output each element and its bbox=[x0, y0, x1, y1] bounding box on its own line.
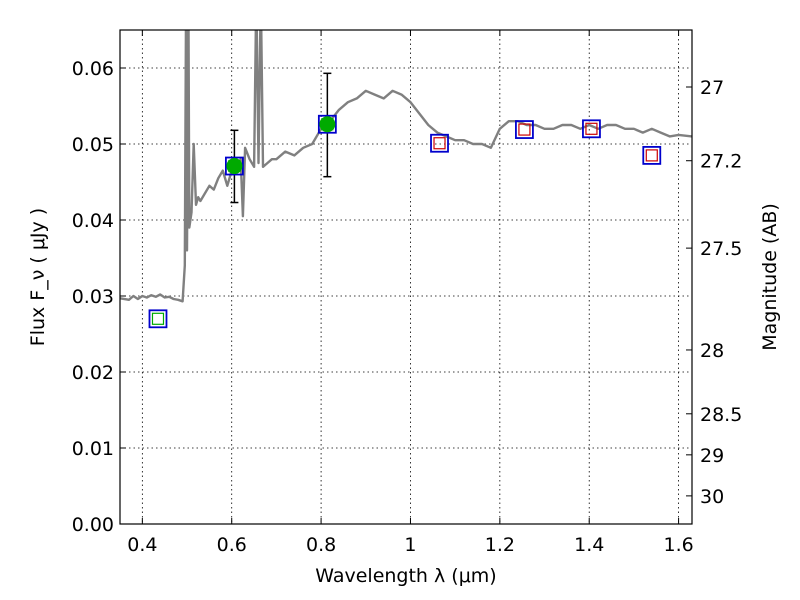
plot-area bbox=[120, 30, 692, 329]
model-box-outer bbox=[430, 133, 449, 153]
observed-marker bbox=[226, 158, 243, 175]
model-box-inner bbox=[585, 122, 598, 135]
model-box-outer bbox=[642, 145, 662, 165]
model-box-outer bbox=[148, 309, 168, 329]
y-tick-label: 0.01 bbox=[72, 438, 114, 460]
y2-axis-label: Magnitude (AB) bbox=[759, 203, 781, 351]
y-tick-label: 0.04 bbox=[72, 210, 114, 232]
model-box bbox=[582, 119, 601, 139]
model-box-inner bbox=[518, 123, 531, 136]
model-box bbox=[430, 133, 449, 153]
model-box-outer bbox=[317, 114, 337, 134]
model-box-outer bbox=[224, 156, 244, 176]
model-box-outer bbox=[515, 120, 534, 139]
y-tick-label: 0.05 bbox=[72, 134, 114, 156]
axes: 0.4 0.6 0.8 1 1.2 1.4 1.6 0.00 0.01 0.02 0.03 0.04 0… bbox=[72, 30, 742, 556]
y2-tick-label: 28 bbox=[700, 340, 724, 362]
y2-tick-label: 27.2 bbox=[700, 151, 742, 173]
y-tick-label: 0.06 bbox=[72, 58, 114, 80]
model-box bbox=[515, 120, 534, 139]
x-tick-label: 1.6 bbox=[663, 534, 693, 556]
model-box-inner bbox=[645, 149, 658, 162]
x-tick-label: 0.4 bbox=[127, 534, 157, 556]
observed-marker bbox=[319, 116, 336, 133]
model-box-inner bbox=[433, 137, 446, 150]
y2-tick-label: 30 bbox=[700, 486, 724, 508]
y2-tick-label: 27 bbox=[700, 77, 724, 99]
model-box bbox=[642, 145, 662, 165]
y2-tick-label: 27.5 bbox=[700, 238, 742, 260]
model-box-inner bbox=[151, 312, 165, 325]
x-axis-label: Wavelength λ (μm) bbox=[315, 565, 496, 587]
model-box-outer bbox=[582, 119, 601, 139]
grid bbox=[120, 30, 692, 525]
plot-frame bbox=[119, 29, 693, 525]
x-tick-label: 1.2 bbox=[485, 534, 515, 556]
y-tick-label: 0.00 bbox=[72, 514, 114, 536]
sed-line bbox=[120, 30, 692, 303]
y-axis-label: Flux F_ν ( μJy ) bbox=[27, 208, 49, 346]
model-box bbox=[148, 309, 168, 329]
x-tick-label: 0.8 bbox=[306, 534, 336, 556]
x-tick-label: 1.4 bbox=[574, 534, 604, 556]
y2-tick-label: 28.5 bbox=[700, 404, 742, 426]
y2-tick-label: 29 bbox=[700, 445, 724, 467]
y-tick-label: 0.02 bbox=[72, 362, 114, 384]
x-tick-label: 1 bbox=[404, 534, 416, 556]
y-tick-label: 0.03 bbox=[72, 286, 114, 308]
x-tick-label: 0.6 bbox=[217, 534, 247, 556]
